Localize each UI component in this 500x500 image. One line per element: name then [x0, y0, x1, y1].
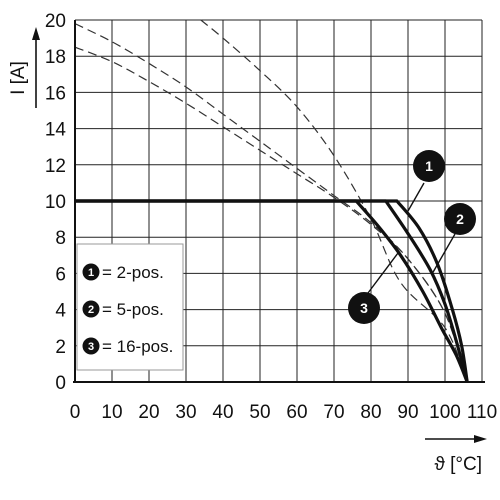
- x-tick-label: 20: [138, 402, 159, 423]
- legend: 1 = 2-pos. 2 = 5-pos. 3 = 16-pos.: [76, 243, 184, 371]
- x-tick-label: 50: [249, 402, 270, 423]
- series-1-dashed-line: [200, 19, 468, 383]
- y-tick-label: 18: [45, 47, 66, 68]
- x-axis-label-group: ϑ [°C]: [425, 435, 487, 475]
- callout-2: 2: [431, 203, 476, 275]
- x-tick-label: 80: [360, 402, 381, 423]
- callout-badge-1-number: 1: [425, 158, 433, 174]
- legend-badge-1-number: 1: [88, 267, 94, 279]
- y-tick-label: 20: [45, 11, 66, 32]
- callout-badge-3: [348, 292, 380, 324]
- x-tick-label: 40: [212, 402, 233, 423]
- x-tick-label: 10: [101, 402, 122, 423]
- series-3-dashed-line: [74, 46, 468, 383]
- callout-1: 1: [407, 150, 445, 212]
- x-tick-label: 100: [429, 402, 461, 423]
- y-tick-labels: 0 2 4 6 8 10 12 14 16 18 20: [45, 11, 67, 394]
- series-3-solid-line: [75, 199, 469, 383]
- y-tick-label: 2: [55, 337, 66, 358]
- x-tick-label: 30: [175, 402, 196, 423]
- callout-badge-1: [413, 150, 445, 182]
- dashed-curves: [74, 19, 468, 383]
- callout-badge-2: [444, 203, 476, 235]
- y-tick-label: 0: [55, 373, 66, 394]
- legend-item-3: 3 = 16-pos.: [82, 337, 173, 356]
- series-1-solid-line: [75, 199, 469, 383]
- x-tick-label: 70: [323, 402, 344, 423]
- solid-curves: [75, 199, 469, 383]
- legend-label-2: = 5-pos.: [102, 300, 164, 319]
- legend-badge-3: [82, 337, 100, 355]
- legend-badge-3-number: 3: [88, 341, 94, 353]
- y-tick-label: 12: [45, 156, 66, 177]
- callout-1-leader: [407, 182, 425, 212]
- callout-3: 3: [348, 252, 399, 324]
- x-tick-label: 90: [397, 402, 418, 423]
- legend-label-1: = 2-pos.: [102, 263, 164, 282]
- legend-badge-2: [82, 300, 100, 318]
- x-tick-label: 60: [286, 402, 307, 423]
- legend-badge-1: [82, 263, 100, 281]
- callout-3-leader: [367, 252, 399, 294]
- callout-2-leader: [431, 233, 456, 275]
- legend-item-1: 1 = 2-pos.: [82, 263, 164, 282]
- legend-item-2: 2 = 5-pos.: [82, 300, 164, 319]
- legend-badge-2-number: 2: [88, 304, 94, 316]
- x-axis-label: ϑ [°C]: [434, 454, 482, 475]
- y-tick-label: 4: [55, 301, 66, 322]
- callout-badge-2-number: 2: [456, 211, 464, 227]
- y-tick-label: 10: [45, 192, 66, 213]
- y-axis-label-group: I [A]: [8, 27, 40, 108]
- y-axis-label: I [A]: [8, 61, 29, 95]
- legend-label-3: = 16-pos.: [102, 337, 173, 356]
- y-tick-label: 8: [55, 228, 66, 249]
- x-tick-labels: 0 10 20 30 40 50 60 70 80 90 100 110: [70, 402, 497, 423]
- y-axis-arrow-head: [32, 27, 40, 40]
- x-tick-label: 110: [467, 402, 497, 423]
- x-axis-arrow-head: [474, 435, 487, 443]
- callout-badge-3-number: 3: [360, 300, 368, 316]
- series-2-solid-line: [75, 199, 469, 383]
- y-tick-label: 16: [45, 83, 66, 104]
- x-tick-label: 0: [70, 402, 81, 423]
- y-tick-label: 14: [45, 120, 67, 141]
- y-tick-label: 6: [55, 264, 66, 285]
